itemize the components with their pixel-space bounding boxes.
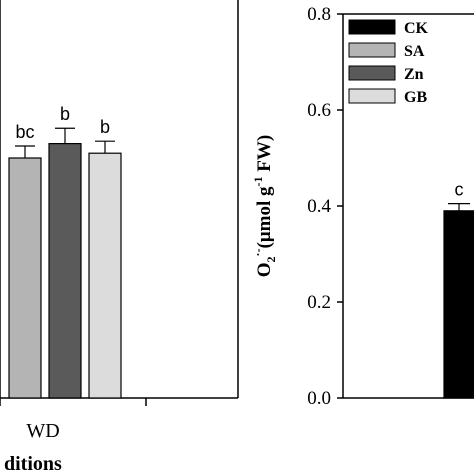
- right-bars-group: c: [443, 180, 474, 399]
- ylabel-base: O: [254, 262, 275, 277]
- legend-swatch-zn: [348, 65, 396, 81]
- right-y-ticks-group: 0.0 0.2 0.4 0.6 0.8: [307, 4, 343, 409]
- ylabel-mid: (μmol g: [254, 186, 275, 248]
- bar-zn: [48, 143, 82, 399]
- left-bars-group: bc b b: [8, 104, 122, 399]
- ylabel-tail: FW): [254, 135, 275, 177]
- ylabel-sup2: -1: [251, 176, 265, 186]
- sig-label-gb: b: [100, 117, 110, 137]
- sig-label-sa: bc: [15, 122, 34, 142]
- ylabel-sub: 2: [264, 256, 278, 262]
- bar-ck: [443, 210, 474, 399]
- sig-label-ck: c: [455, 180, 464, 200]
- legend-label-gb: GB: [404, 89, 427, 106]
- ylabel-sup: ·-: [251, 248, 265, 256]
- y-tick-label-3: 0.6: [307, 100, 331, 121]
- left-x-axis-title: ditions: [4, 453, 62, 474]
- left-panel: bc b b WD ditions: [0, 0, 239, 474]
- bar-gb: [88, 152, 122, 399]
- legend-label-zn: Zn: [404, 66, 424, 83]
- sig-label-zn: b: [60, 104, 70, 124]
- legend-swatch-gb: [348, 88, 396, 104]
- y-tick-label-0: 0.0: [307, 388, 331, 409]
- legend-label-sa: SA: [404, 43, 425, 60]
- y-tick-label-4: 0.8: [307, 4, 331, 25]
- right-y-axis-title: O2·-(μmol g-1 FW): [251, 135, 278, 277]
- bar-sa: [8, 157, 42, 399]
- y-tick-label-1: 0.2: [307, 292, 331, 313]
- legend-label-ck: CK: [404, 20, 429, 37]
- legend-swatch-sa: [348, 42, 396, 58]
- legend-swatch-ck: [348, 19, 396, 35]
- right-panel: 0.0 0.2 0.4 0.6 0.8 c CK SA Zn GB O2·-(μmol g-1…: [251, 4, 474, 409]
- legend: CK SA Zn GB: [348, 19, 429, 106]
- left-category-label: WD: [26, 420, 59, 442]
- y-tick-label-2: 0.4: [307, 196, 331, 217]
